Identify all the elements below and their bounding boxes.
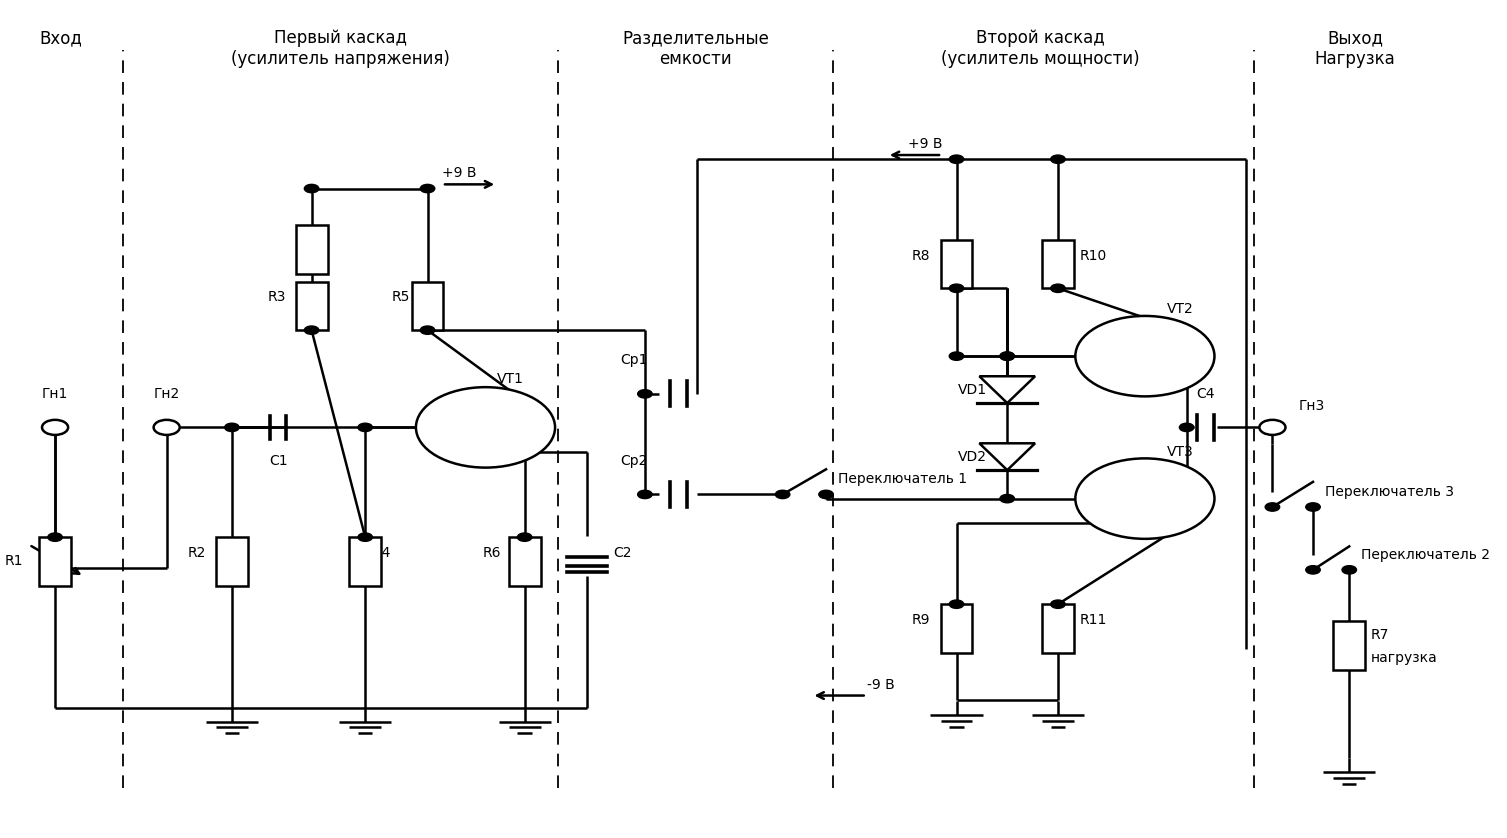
Text: C4: C4	[1197, 387, 1215, 401]
Bar	[940, 604, 972, 653]
Text: C2: C2	[613, 546, 631, 560]
Circle shape	[949, 284, 964, 292]
Circle shape	[517, 533, 532, 541]
Text: Вход: Вход	[39, 29, 83, 47]
Circle shape	[949, 155, 964, 163]
Text: R9: R9	[912, 613, 930, 627]
Bar	[295, 282, 327, 330]
Text: Разделительные
емкости: Разделительные емкости	[622, 29, 769, 68]
Text: R2: R2	[187, 546, 206, 560]
Text: R7: R7	[1371, 628, 1389, 642]
Text: VD2: VD2	[958, 450, 987, 463]
Text: R1: R1	[5, 555, 23, 568]
Text: VT3: VT3	[1166, 445, 1194, 458]
Circle shape	[1343, 566, 1356, 574]
Text: Второй каскад
(усилитель мощности): Второй каскад (усилитель мощности)	[942, 29, 1139, 68]
Text: -9 В: -9 В	[867, 678, 894, 691]
Circle shape	[1050, 284, 1065, 292]
Text: R3: R3	[267, 291, 285, 304]
Text: +9 В: +9 В	[907, 137, 942, 151]
Circle shape	[1076, 316, 1215, 396]
Circle shape	[637, 490, 653, 499]
Text: VT1: VT1	[497, 372, 524, 385]
Circle shape	[1305, 503, 1320, 511]
Polygon shape	[980, 443, 1035, 470]
Bar	[940, 240, 972, 288]
Text: Гн3: Гн3	[1299, 400, 1325, 413]
Circle shape	[359, 423, 372, 432]
Bar	[295, 225, 327, 273]
Text: Гн1: Гн1	[42, 387, 68, 401]
Text: +9 В: +9 В	[442, 167, 476, 180]
Circle shape	[420, 184, 436, 193]
Circle shape	[1001, 494, 1014, 503]
Text: VD1: VD1	[958, 383, 987, 396]
Text: R6: R6	[482, 546, 502, 560]
Circle shape	[1001, 352, 1014, 360]
Text: Выход
Нагрузка: Выход Нагрузка	[1314, 29, 1395, 68]
Bar	[216, 537, 247, 586]
Circle shape	[1260, 420, 1285, 435]
Text: VT2: VT2	[1166, 303, 1194, 316]
Circle shape	[1050, 155, 1065, 163]
Bar	[39, 537, 71, 586]
Text: Cp1: Cp1	[621, 354, 648, 367]
Circle shape	[775, 490, 790, 499]
Text: R8: R8	[912, 249, 930, 262]
Circle shape	[637, 390, 653, 398]
Bar	[350, 537, 381, 586]
Circle shape	[1180, 423, 1194, 432]
Circle shape	[225, 423, 240, 432]
Bar	[1041, 604, 1074, 653]
Text: Переключатель 2: Переключатель 2	[1361, 548, 1490, 561]
Bar	[411, 282, 443, 330]
Circle shape	[304, 184, 319, 193]
Text: R4: R4	[372, 546, 390, 560]
Circle shape	[154, 420, 179, 435]
Text: R10: R10	[1079, 249, 1108, 262]
Polygon shape	[980, 376, 1035, 403]
Circle shape	[949, 352, 964, 360]
Circle shape	[420, 326, 436, 334]
Text: C1: C1	[268, 454, 288, 468]
Circle shape	[1076, 458, 1215, 539]
Bar	[509, 537, 541, 586]
Bar	[1334, 621, 1365, 670]
Text: Cp2: Cp2	[621, 454, 648, 468]
Text: Первый каскад
(усилитель напряжения): Первый каскад (усилитель напряжения)	[231, 29, 451, 68]
Circle shape	[1050, 600, 1065, 608]
Text: Переключатель 1: Переключатель 1	[838, 473, 967, 486]
Text: Гн2: Гн2	[154, 387, 179, 401]
Text: Переключатель 3: Переключатель 3	[1325, 485, 1454, 499]
Circle shape	[42, 420, 68, 435]
Circle shape	[1266, 503, 1279, 511]
Circle shape	[304, 326, 319, 334]
Text: R11: R11	[1079, 613, 1108, 627]
Circle shape	[416, 387, 555, 468]
Text: R5: R5	[392, 291, 410, 304]
Bar	[1041, 240, 1074, 288]
Circle shape	[1001, 352, 1014, 360]
Circle shape	[949, 600, 964, 608]
Circle shape	[48, 533, 62, 541]
Circle shape	[359, 533, 372, 541]
Circle shape	[1305, 566, 1320, 574]
Circle shape	[818, 490, 833, 499]
Text: нагрузка: нагрузка	[1371, 651, 1438, 665]
